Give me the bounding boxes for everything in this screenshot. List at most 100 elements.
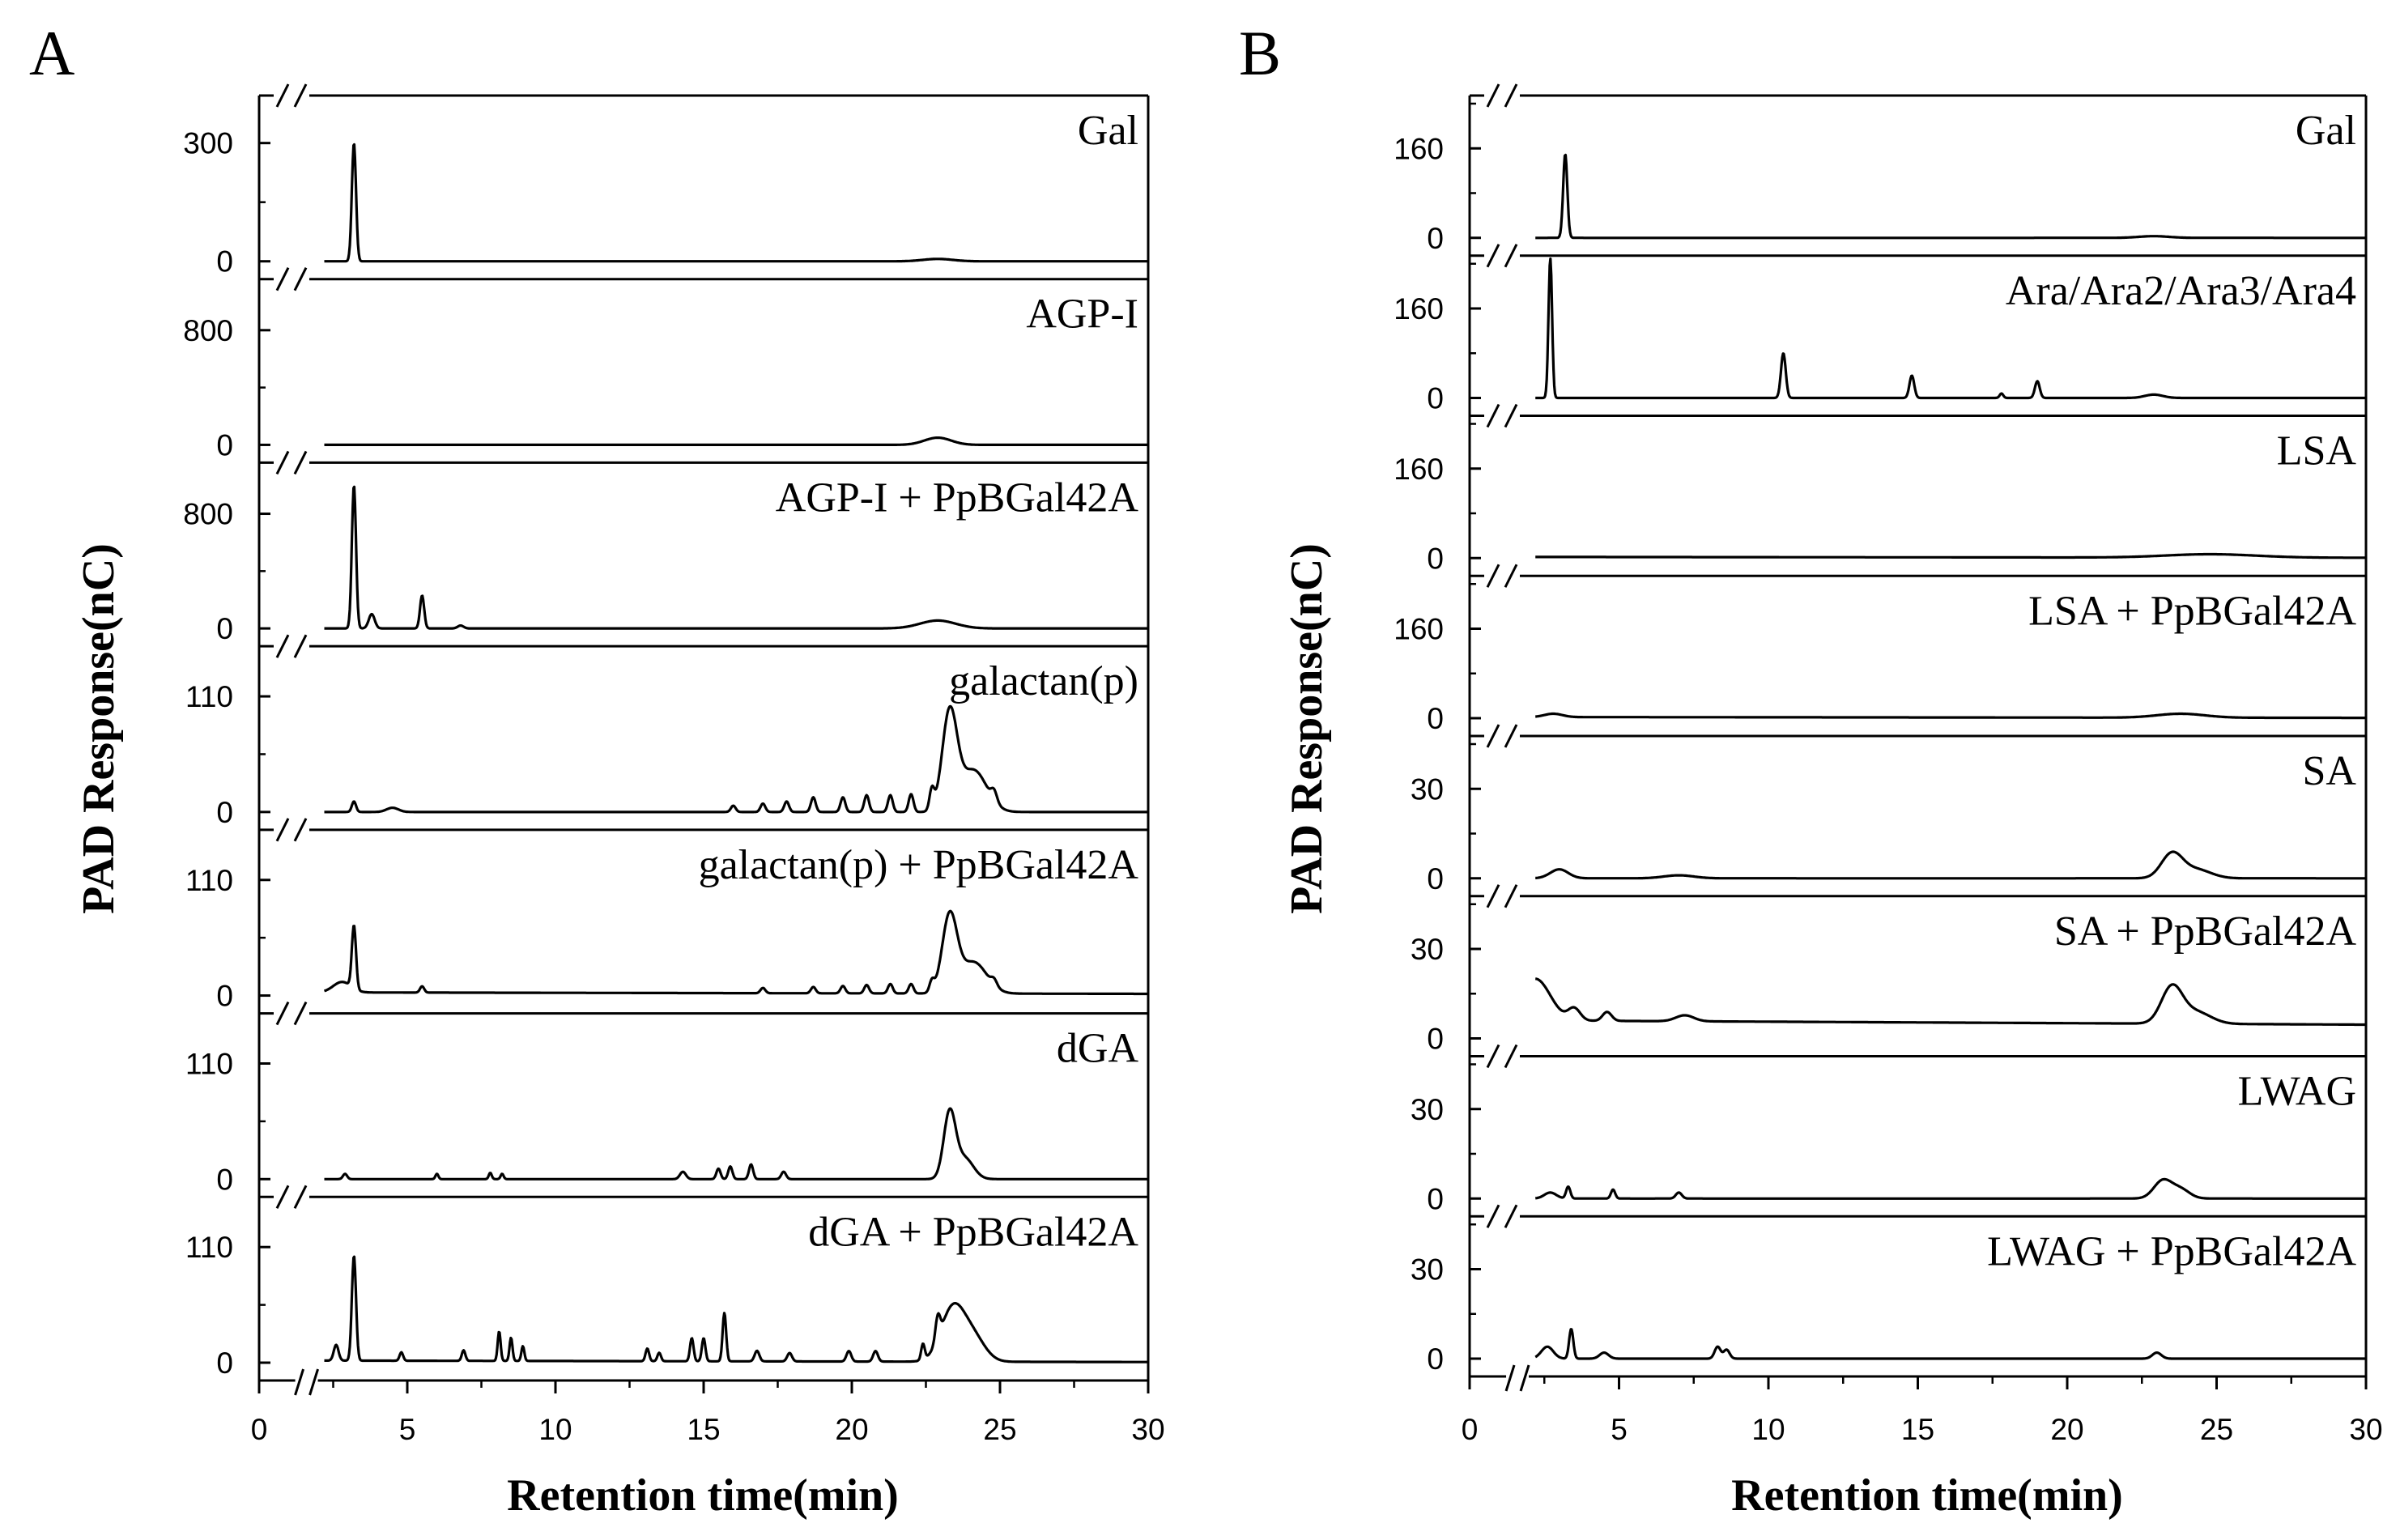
- y-tick-label: 0: [216, 1346, 233, 1380]
- axis-break-mark: [293, 634, 308, 658]
- axis-break-mark: [293, 818, 308, 842]
- axis-break-mark: [293, 450, 308, 475]
- y-tick-label: 110: [185, 680, 233, 713]
- chromatogram-trace: [1534, 977, 2367, 1027]
- chromatogram-subplot: 0 800 AGP-I: [183, 267, 1149, 464]
- y-tick-label: 160: [1394, 132, 1444, 165]
- y-tick-label: 0: [216, 980, 233, 1013]
- x-tick-label: 30: [2349, 1413, 2382, 1446]
- axis-break-mark: [293, 1185, 308, 1209]
- chromatogram-trace: [323, 436, 1149, 447]
- axis-break-mark: [1486, 244, 1500, 268]
- x-tick-label: 0: [1462, 1413, 1479, 1446]
- chromatogram-subplot: 0 110 galactan(p) + PpBGal42A: [185, 818, 1149, 1015]
- y-tick-label: 800: [183, 498, 233, 531]
- y-tick-label: 0: [216, 245, 233, 279]
- axis-break-mark: [1504, 244, 1518, 268]
- sample-label: SA + PpBGal42A: [2054, 908, 2357, 955]
- axis-break-mark: [1486, 884, 1500, 908]
- y-tick-label: 30: [1411, 933, 1444, 966]
- x-tick-label: 10: [538, 1413, 572, 1446]
- chromatogram-subplot: 0 160 Gal: [1394, 83, 2367, 257]
- axis-break-mark: [1486, 1044, 1500, 1069]
- axis-break-mark: [275, 1185, 290, 1209]
- axis-break-mark: [275, 83, 290, 108]
- y-tick-label: 0: [1427, 702, 1444, 735]
- y-tick-label: 0: [1427, 542, 1444, 575]
- axis-break-mark: [293, 83, 308, 108]
- y-tick-label: 0: [1427, 382, 1444, 415]
- x-axis-break-mark: [294, 1368, 304, 1396]
- panel-a-letter: A: [29, 18, 74, 88]
- axis-break-mark: [1504, 403, 1518, 428]
- axis-break-mark: [1504, 564, 1518, 588]
- x-axis-break-mark: [1519, 1364, 1530, 1392]
- chromatogram-trace: [323, 143, 1149, 263]
- x-tick-label: 20: [2050, 1413, 2083, 1446]
- chromatogram-subplot: 0 30 LWAG + PpBGal42A: [1411, 1204, 2367, 1378]
- chromatogram-trace: [1534, 153, 2367, 240]
- y-tick-label: 0: [216, 1163, 233, 1196]
- y-tick-label: 160: [1394, 613, 1444, 646]
- axis-break-mark: [293, 1001, 308, 1026]
- y-tick-label: 30: [1411, 1253, 1444, 1287]
- y-tick-label: 30: [1411, 772, 1444, 806]
- chromatogram-trace: [1534, 850, 2367, 880]
- axis-break-mark: [1486, 83, 1500, 108]
- x-tick-label: 30: [1131, 1413, 1164, 1446]
- panel-b-letter: B: [1239, 18, 1281, 88]
- chromatogram-subplot: 0 110 galactan(p): [185, 634, 1149, 832]
- x-tick-label: 15: [1901, 1413, 1934, 1446]
- y-tick-label: 110: [185, 864, 233, 897]
- chromatogram-subplot: 0 30 SA: [1411, 724, 2367, 898]
- panel-b-plots: 0 160 Gal 0 160 Ara/Ara2/Ara3/Ara4 0 160 LSA 0 160…: [1394, 83, 2383, 1446]
- sample-label: LWAG + PpBGal42A: [1987, 1228, 2356, 1274]
- sample-label: SA: [2303, 748, 2357, 794]
- x-tick-label: 5: [399, 1413, 416, 1446]
- y-tick-label: 0: [1427, 1023, 1444, 1056]
- panel-a-x-axis-title: Retention time(min): [507, 1470, 899, 1521]
- y-tick-label: 160: [1394, 453, 1444, 486]
- sample-label: Ara/Ara2/Ara3/Ara4: [2006, 268, 2356, 314]
- sample-label: LSA: [2277, 428, 2357, 474]
- x-tick-label: 20: [835, 1413, 868, 1446]
- chromatogram-trace: [323, 704, 1149, 814]
- panel-b: B 0 160 Gal 0 160 Ara/Ara2/Ara3/Ara4 0 160 LSA 0 1…: [1239, 18, 2383, 1521]
- y-tick-label: 300: [183, 127, 233, 160]
- x-axis-break-mark: [1504, 1364, 1516, 1392]
- chromatogram-trace: [323, 909, 1149, 996]
- axis-break-mark: [1486, 564, 1500, 588]
- axis-break-mark: [275, 818, 290, 842]
- sample-label: dGA + PpBGal42A: [808, 1209, 1138, 1255]
- chromatogram-subplot: 0 160 LSA + PpBGal42A: [1394, 564, 2367, 738]
- axis-break-mark: [275, 1001, 290, 1026]
- sample-label: dGA: [1057, 1026, 1139, 1072]
- chromatogram-subplot: 0 160 Ara/Ara2/Ara3/Ara4: [1394, 244, 2367, 417]
- sample-label: LSA + PpBGal42A: [2028, 588, 2356, 634]
- y-tick-label: 0: [216, 612, 233, 645]
- x-tick-label: 0: [251, 1413, 268, 1446]
- sample-label: AGP-I: [1026, 291, 1138, 338]
- axis-break-mark: [1504, 884, 1518, 908]
- panel-b-x-axis-title: Retention time(min): [1731, 1470, 2123, 1521]
- sample-label: LWAG: [2238, 1069, 2356, 1115]
- axis-break-mark: [1504, 1204, 1518, 1228]
- y-tick-label: 0: [216, 796, 233, 829]
- panel-b-y-axis-title: PAD Response(nC): [1282, 543, 1332, 914]
- chromatogram-trace: [1534, 1177, 2367, 1200]
- axis-break-mark: [1504, 724, 1518, 748]
- chromatogram-trace: [323, 1107, 1149, 1181]
- chromatogram-subplot: 0 110 dGA: [185, 1001, 1149, 1198]
- chromatogram-trace: [1534, 552, 2367, 559]
- chromatogram-subplot: 0 30 SA + PpBGal42A: [1411, 884, 2367, 1057]
- axis-break-mark: [1504, 1044, 1518, 1069]
- y-tick-label: 30: [1411, 1093, 1444, 1126]
- sample-label: galactan(p) + PpBGal42A: [699, 842, 1139, 888]
- panel-a-y-axis-title: PAD Response(nC): [74, 543, 124, 914]
- axis-break-mark: [1486, 1204, 1500, 1228]
- axis-break-mark: [275, 450, 290, 475]
- x-tick-label: 25: [983, 1413, 1016, 1446]
